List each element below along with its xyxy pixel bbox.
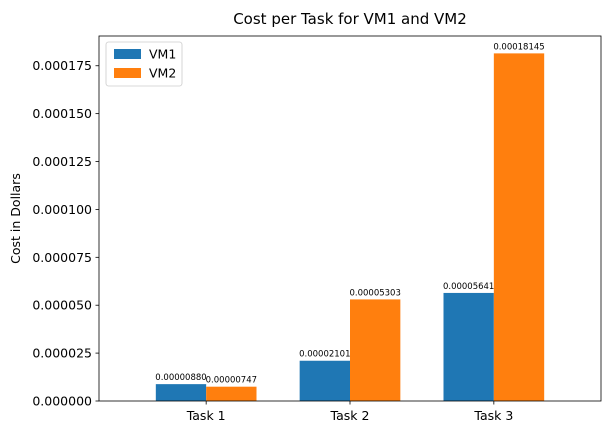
bar-label-vm1-task-3: 0.00005641 [443, 282, 494, 292]
axes-group: 0.000000 0.000025 0.000050 0.000075 0.000100… [32, 35, 602, 423]
bar-vm2-task-1 [206, 386, 257, 401]
legend-swatch-vm1 [114, 49, 141, 59]
bar-vm2-task-2 [350, 299, 401, 401]
bar-label-vm2-task-1: 0.00000747 [206, 376, 257, 386]
y-tick-label: 0.000100 [32, 202, 92, 217]
legend-label-vm1: VM1 [149, 47, 176, 62]
bar-vm2-task-3 [493, 53, 545, 402]
x-tick-label: Task 1 [186, 408, 226, 423]
legend-swatch-vm2 [114, 68, 141, 78]
y-axis-title: Cost in Dollars [8, 173, 23, 264]
chart-title: Cost per Task for VM1 and VM2 [233, 10, 467, 28]
bar-vm1-task-2 [299, 360, 350, 401]
bar-labels-group: 0.00000880 0.00002101 0.00005641 0.00000747… [155, 42, 544, 385]
bar-label-vm2-task-2: 0.00005303 [349, 288, 400, 298]
legend-label-vm2: VM2 [149, 66, 176, 81]
y-tick-label: 0.000025 [32, 346, 92, 361]
bar-vm1-task-3 [443, 292, 494, 401]
bars-group [155, 53, 545, 402]
y-tick-label: 0.000075 [32, 250, 92, 265]
y-tick-label: 0.000175 [32, 58, 92, 73]
y-tick-label: 0.000000 [32, 394, 92, 409]
bar-label-vm1-task-1: 0.00000880 [155, 373, 206, 383]
bar-vm1-task-1 [155, 384, 207, 401]
y-tick-label: 0.000050 [32, 298, 92, 313]
y-tick-label: 0.000150 [32, 106, 92, 121]
y-tick-label: 0.000125 [32, 154, 92, 169]
bar-label-vm2-task-3: 0.00018145 [493, 42, 544, 52]
x-tick-label: Task 3 [473, 408, 513, 423]
bar-label-vm1-task-2: 0.00002101 [299, 350, 350, 360]
x-tick-label: Task 2 [330, 408, 370, 423]
